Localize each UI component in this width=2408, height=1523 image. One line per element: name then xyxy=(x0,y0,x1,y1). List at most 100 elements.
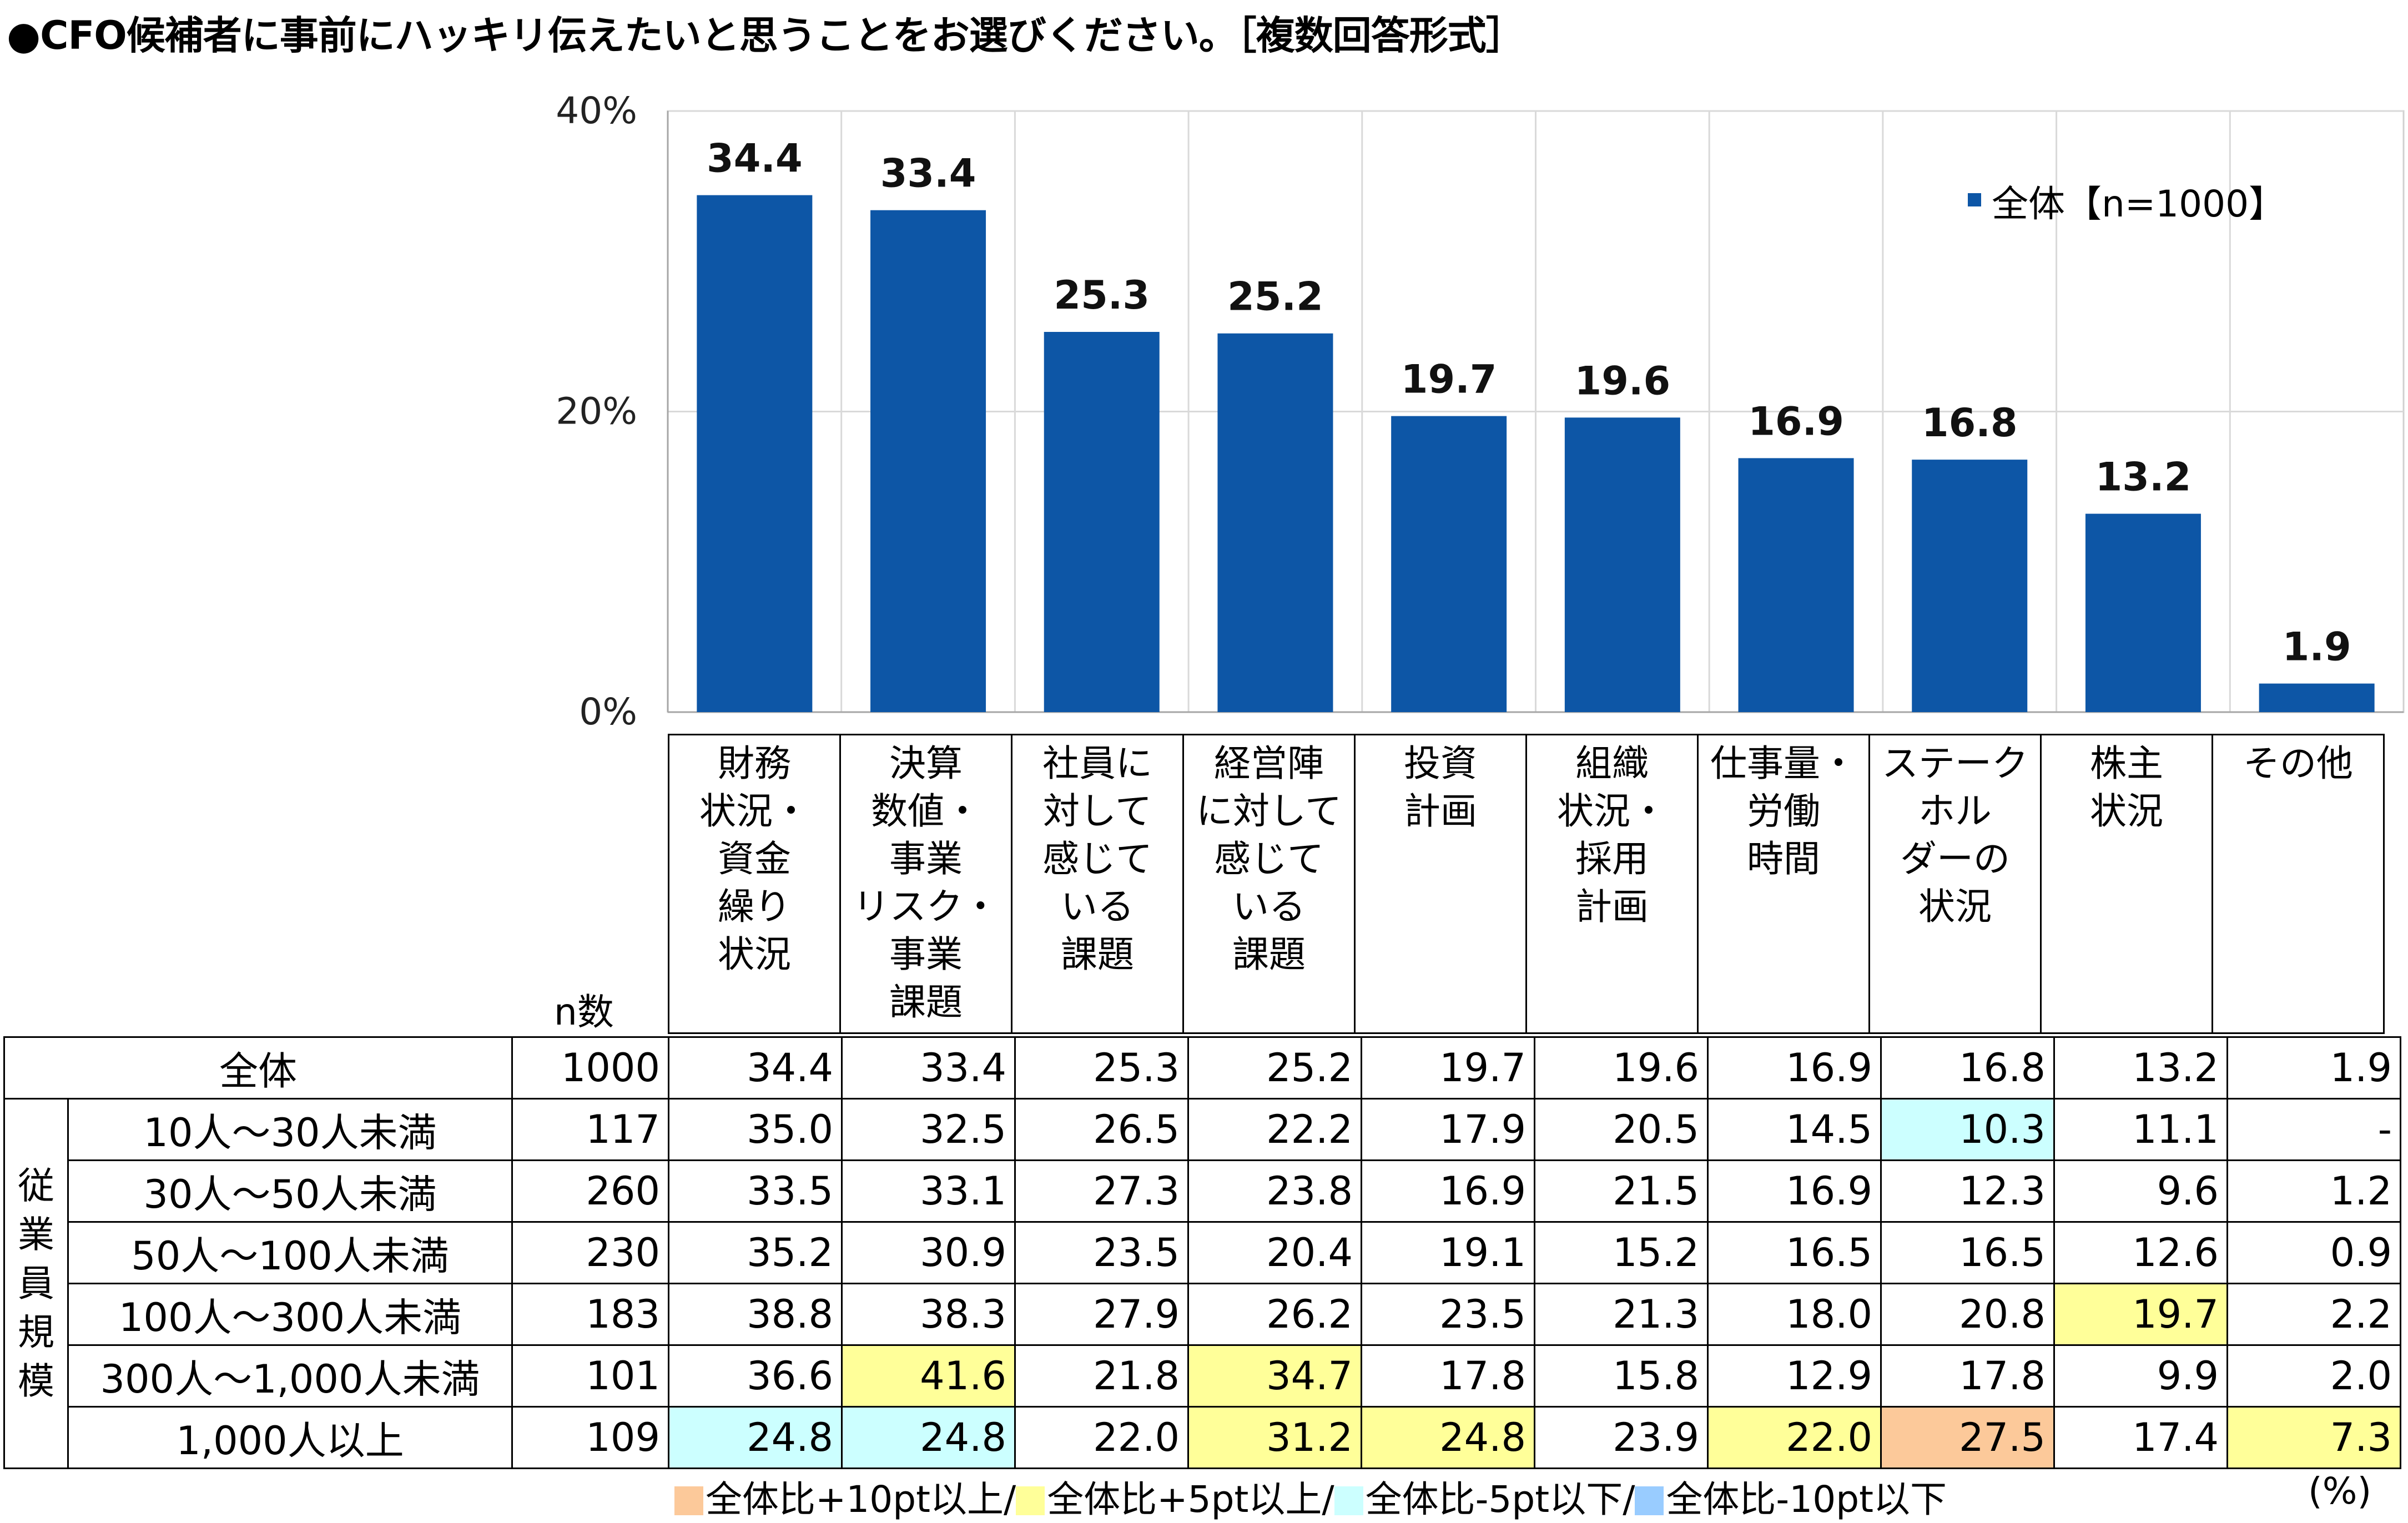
group-label-char: 員 xyxy=(18,1262,54,1305)
y-tick-label: 0% xyxy=(579,690,637,733)
value-cell: 19.6 xyxy=(1534,1036,1709,1100)
highlight-swatch xyxy=(674,1486,703,1515)
bar-value-label: 25.3 xyxy=(1054,273,1150,318)
highlight-legend-item: 全体比+10pt以上/ xyxy=(674,1478,1016,1521)
value-cell: 16.8 xyxy=(1880,1036,2055,1100)
value-cell: 16.9 xyxy=(1707,1159,1882,1223)
value-cell: 9.9 xyxy=(2053,1344,2228,1408)
value-cell: 16.5 xyxy=(1707,1221,1882,1284)
bar-value-label: 13.2 xyxy=(2095,455,2192,500)
row-label: 100人～300人未満 xyxy=(67,1283,513,1346)
value-cell: 35.0 xyxy=(668,1098,843,1161)
n-count-cell: 109 xyxy=(511,1406,669,1469)
value-cell: 34.7 xyxy=(1187,1344,1362,1408)
bar xyxy=(1564,417,1680,712)
value-cell: - xyxy=(2226,1098,2401,1161)
category-label-line: 対して xyxy=(1042,790,1152,833)
row-label: 300人～1,000人未満 xyxy=(67,1344,513,1408)
value-cell: 17.8 xyxy=(1361,1344,1535,1408)
value-cell: 36.6 xyxy=(668,1344,843,1408)
highlight-legend-item: 全体比+5pt以上/ xyxy=(1016,1478,1334,1521)
value-cell: 22.0 xyxy=(1014,1406,1189,1469)
value-cell: 23.8 xyxy=(1187,1159,1362,1223)
table-row: 1,000人以上 109 24.8 24.8 22.0 31.2 24.8 23.9 22.0 2… xyxy=(4,1406,2401,1469)
value-cell: 17.4 xyxy=(2053,1406,2228,1469)
category-label-line: 状況・ xyxy=(1557,790,1667,833)
bar-chart: 0% 20% 40% 34.4 33.4 25.3 25.2 19.7 19.6 16.9 16.… xyxy=(556,89,2405,733)
legend-label: 全体【n=1000】 xyxy=(1992,183,2285,225)
category-label-line: 事業 xyxy=(889,838,963,880)
bar-value-label: 16.9 xyxy=(1748,399,1844,444)
category-label-line: 感じて xyxy=(1042,838,1152,880)
highlight-legend-item: 全体比-5pt以下/ xyxy=(1334,1478,1635,1521)
table-row: 300人～1,000人未満 101 36.6 41.6 21.8 34.7 17.8 15.8… xyxy=(4,1344,2401,1408)
category-label: 社員に 対して 感じて いる 課題 xyxy=(1011,734,1184,1034)
value-cell: 12.9 xyxy=(1707,1344,1882,1408)
value-cell: 20.4 xyxy=(1187,1221,1362,1284)
category-label-line: 状況・ xyxy=(699,790,809,833)
n-count-cell: 101 xyxy=(511,1344,669,1408)
value-cell: 25.3 xyxy=(1014,1036,1189,1100)
value-cell: 24.8 xyxy=(668,1406,843,1469)
category-label-line: ステーク xyxy=(1882,742,2028,785)
category-label-line: 投資 xyxy=(1404,742,1477,785)
bar-value-label: 19.7 xyxy=(1401,357,1497,402)
data-labels: 34.4 33.4 25.3 25.2 19.7 19.6 16.9 16.8 13.2 1.9 xyxy=(707,136,2351,670)
value-cell: 31.2 xyxy=(1187,1406,1362,1469)
value-cell: 26.5 xyxy=(1014,1098,1189,1161)
value-cell: 38.3 xyxy=(841,1283,1016,1346)
value-cell: 18.0 xyxy=(1707,1283,1882,1346)
value-cell: 17.9 xyxy=(1361,1098,1535,1161)
highlight-legend-text: 全体比-5pt以下/ xyxy=(1365,1478,1635,1521)
n-count-cell: 1000 xyxy=(511,1036,669,1100)
table-row: 従業員規模 10人～30人未満 117 35.0 32.5 26.5 22.2 17.9 20.… xyxy=(3,1098,2401,1469)
value-cell: 27.5 xyxy=(1880,1406,2055,1469)
value-cell: 21.3 xyxy=(1534,1283,1709,1346)
bar xyxy=(2259,683,2375,712)
value-cell: 19.7 xyxy=(1361,1036,1535,1100)
value-cell: 14.5 xyxy=(1707,1098,1882,1161)
bar-value-label: 34.4 xyxy=(707,136,803,181)
category-label-line: 時間 xyxy=(1747,838,1820,880)
highlight-legend: 全体比+10pt以上/全体比+5pt以上/全体比-5pt以下/全体比-10pt以… xyxy=(674,1470,1947,1523)
y-tick-label: 20% xyxy=(556,390,637,433)
value-cell: 32.5 xyxy=(841,1098,1016,1161)
highlight-swatch xyxy=(1334,1486,1363,1515)
category-label-line: 計画 xyxy=(1575,885,1649,928)
value-cell: 16.5 xyxy=(1880,1221,2055,1284)
category-label-line: いる xyxy=(1232,885,1306,928)
row-label: 10人～30人未満 xyxy=(67,1098,513,1161)
category-label-line: 繰り xyxy=(718,885,791,928)
category-label-line: 課題 xyxy=(1232,933,1306,976)
category-label: 株主 状況 xyxy=(2040,734,2213,1034)
category-label-line: 計画 xyxy=(1404,790,1477,833)
table-row: 全体 1000 34.4 33.4 25.3 25.2 19.7 19.6 16.9 16.8 13… xyxy=(3,1036,2401,1100)
category-label: 経営陣 に対して 感じて いる 課題 xyxy=(1182,734,1356,1034)
value-cell: 33.1 xyxy=(841,1159,1016,1223)
category-label-line: 課題 xyxy=(1061,933,1134,976)
row-label: 1,000人以上 xyxy=(67,1406,513,1469)
crosstab-table: 全体 1000 34.4 33.4 25.3 25.2 19.7 19.6 16.9 16.8 13… xyxy=(3,1036,2401,1469)
value-cell: 23.9 xyxy=(1534,1406,1709,1469)
value-cell: 1.9 xyxy=(2226,1036,2401,1100)
bar-value-label: 19.6 xyxy=(1574,358,1670,404)
bar xyxy=(1391,416,1507,712)
bar xyxy=(2085,513,2201,712)
category-label-line: 状況 xyxy=(1918,885,1992,928)
category-label-line: 仕事量・ xyxy=(1710,742,1857,785)
bar-value-label: 16.8 xyxy=(1922,400,2018,446)
group-label: 従業員規模 xyxy=(3,1098,69,1469)
group-label-char: 模 xyxy=(18,1359,54,1403)
bar-value-label: 1.9 xyxy=(2283,624,2351,670)
value-cell: 23.5 xyxy=(1361,1283,1535,1346)
value-cell: 22.2 xyxy=(1187,1098,1362,1161)
bar-value-label: 25.2 xyxy=(1227,274,1323,320)
highlight-swatch xyxy=(1016,1486,1045,1515)
category-label: 組織 状況・ 採用 計画 xyxy=(1525,734,1699,1034)
value-cell: 16.9 xyxy=(1361,1159,1535,1223)
bar xyxy=(870,210,986,712)
value-cell: 23.5 xyxy=(1014,1221,1189,1284)
table-row: 30人～50人未満 260 33.5 33.1 27.3 23.8 16.9 21.5 16.9… xyxy=(4,1159,2401,1223)
value-cell: 41.6 xyxy=(841,1344,1016,1408)
category-label-line: いる xyxy=(1061,885,1134,928)
